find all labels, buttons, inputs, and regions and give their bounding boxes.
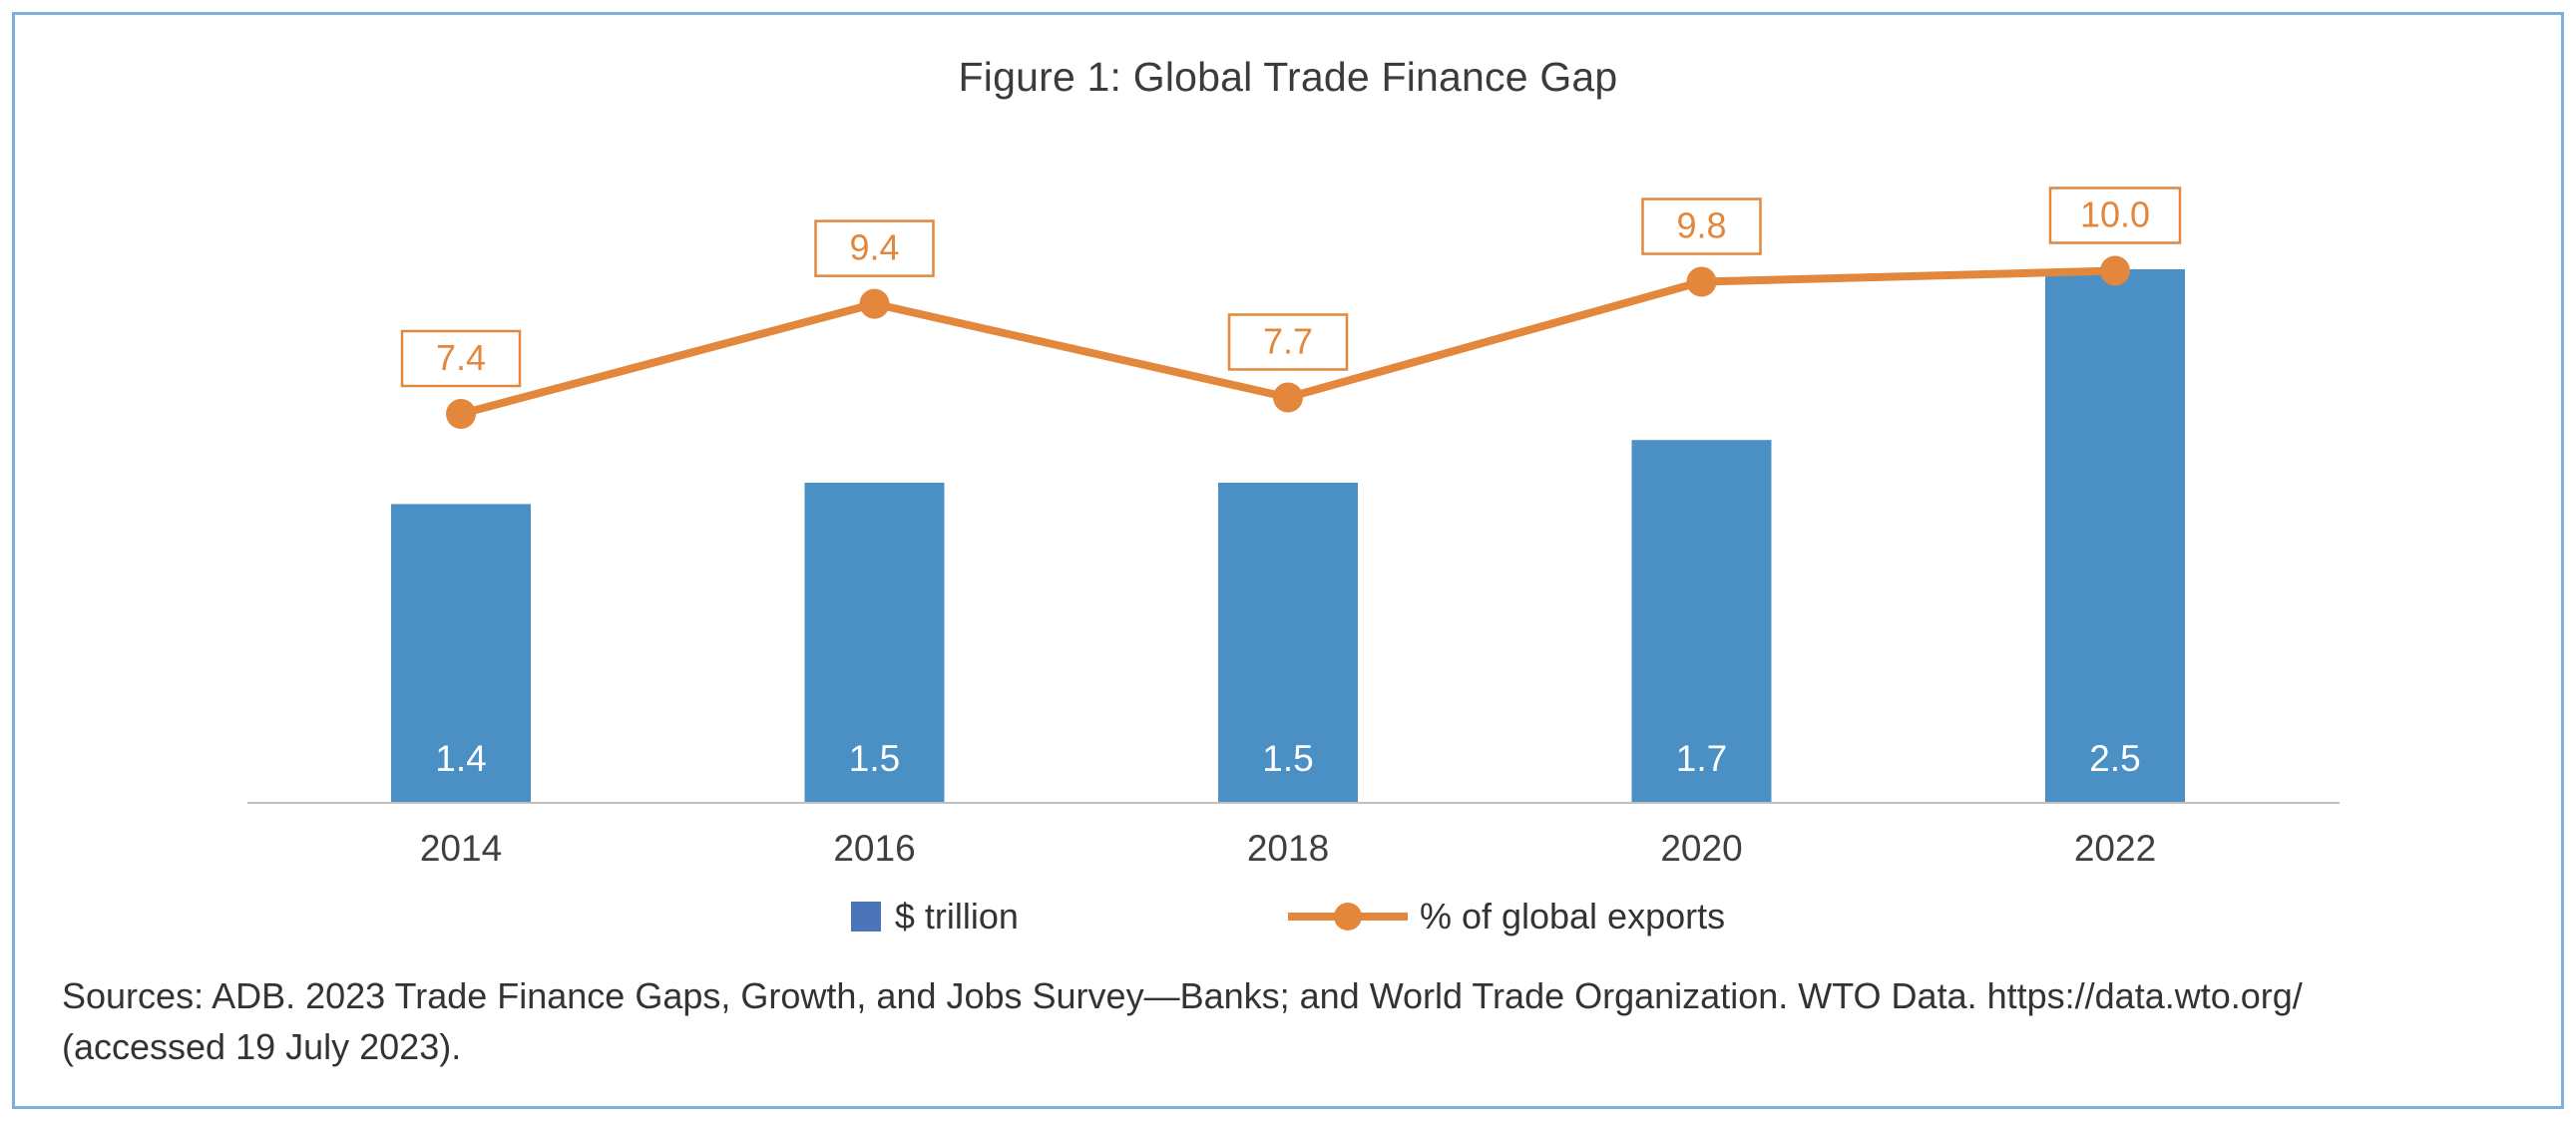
line-series-marker-icon bbox=[1287, 903, 1408, 931]
line-value-label-2022: 10.0 bbox=[2080, 194, 2150, 235]
trade-finance-gap-chart: 1.4 2014 1.5 2016 1.5 2018 1.7 2020 2.5 2022 7.4 9.… bbox=[247, 187, 2340, 869]
line-marker-2020 bbox=[1686, 266, 1717, 297]
line-label-box-2020 bbox=[1641, 197, 1762, 255]
x-axis-label-2018: 2018 bbox=[1247, 828, 1329, 869]
legend-line-label: % of global exports bbox=[1419, 896, 1726, 936]
line-marker-2016 bbox=[859, 288, 890, 319]
source-note-line2: (accessed 19 July 2023). bbox=[62, 1026, 462, 1068]
bar-value-label-2018: 1.5 bbox=[1262, 738, 1313, 779]
x-axis-label-2022: 2022 bbox=[2074, 828, 2156, 869]
line-value-label-2018: 7.7 bbox=[1263, 320, 1313, 361]
source-note: Sources: ADB. 2023 Trade Finance Gaps, G… bbox=[62, 970, 2303, 1072]
line-value-label-2020: 9.8 bbox=[1676, 205, 1726, 246]
legend-item-bar-series: $ trillion bbox=[850, 896, 1019, 937]
bar-value-label-2020: 1.7 bbox=[1676, 738, 1727, 779]
line-label-box-2014 bbox=[400, 329, 522, 388]
line-label-box-2022 bbox=[2048, 187, 2182, 244]
source-note-line1: Sources: ADB. 2023 Trade Finance Gaps, G… bbox=[62, 975, 2303, 1016]
line-value-label-2014: 7.4 bbox=[436, 337, 486, 378]
bar-value-label-2016: 1.5 bbox=[849, 738, 900, 779]
chart-title: Figure 1: Global Trade Finance Gap bbox=[958, 54, 1618, 100]
legend-bar-label: $ trillion bbox=[894, 896, 1019, 936]
bar-2014 bbox=[391, 504, 531, 803]
bar-2022 bbox=[2045, 269, 2185, 803]
bar-value-label-2022: 2.5 bbox=[2089, 738, 2140, 779]
line-marker-2014 bbox=[446, 399, 476, 430]
line-value-label-2016: 9.4 bbox=[849, 227, 899, 268]
x-axis-label-2016: 2016 bbox=[833, 828, 915, 869]
line-marker-2022 bbox=[2100, 255, 2130, 286]
bar-series-swatch-icon bbox=[850, 902, 881, 932]
legend-item-line-series: % of global exports bbox=[1287, 896, 1726, 937]
line-label-box-2018 bbox=[1227, 313, 1349, 371]
bar-2018 bbox=[1218, 483, 1358, 803]
line-label-box-2016 bbox=[814, 219, 935, 277]
bar-2020 bbox=[1631, 440, 1772, 803]
legend: $ trillion % of global exports bbox=[0, 896, 2576, 937]
x-axis-label-2014: 2014 bbox=[420, 828, 502, 869]
bar-2016 bbox=[804, 483, 945, 803]
line-marker-2018 bbox=[1273, 382, 1303, 413]
x-axis-label-2020: 2020 bbox=[1660, 828, 1742, 869]
bar-value-label-2014: 1.4 bbox=[435, 738, 486, 779]
